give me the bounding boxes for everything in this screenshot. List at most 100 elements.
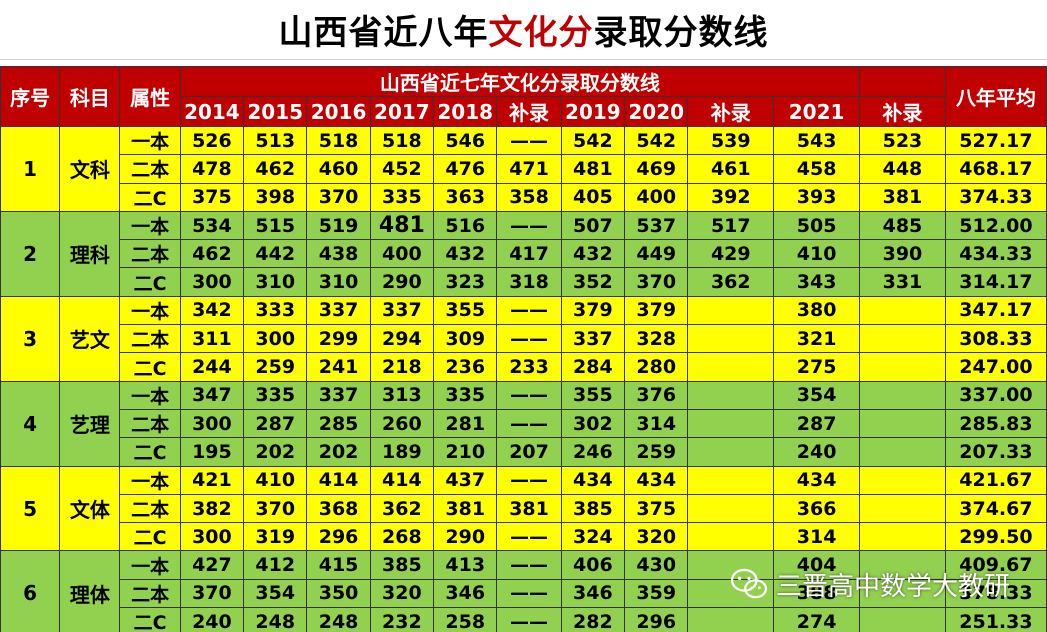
- table-row: 二本 300 287 285 260 281 —— 302 314 287 285.83: [1, 408, 1047, 439]
- score-cell: 296: [306, 522, 371, 552]
- score-cell: 362: [687, 267, 775, 297]
- score-cell: 546: [433, 125, 498, 156]
- score-cell: 331: [859, 267, 946, 297]
- score-cell: ——: [496, 607, 562, 632]
- score-cell: 210: [433, 437, 498, 467]
- table-row: 二本 382 370 368 362 381 381 385 375 366 374.67: [1, 493, 1047, 524]
- score-cell: ——: [496, 380, 562, 410]
- score-cell: ——: [496, 578, 562, 609]
- score-cell: 290: [369, 267, 435, 297]
- score-cell: 413: [433, 550, 498, 580]
- score-cell: 368: [306, 493, 371, 524]
- score-cell: 300: [179, 522, 245, 552]
- score-cell: 462: [243, 154, 308, 184]
- row-attr: 二C: [119, 267, 181, 297]
- score-cell: [859, 493, 946, 524]
- score-cell: 296: [624, 607, 689, 632]
- score-cell: 300: [179, 267, 245, 297]
- score-cell: 333: [243, 295, 308, 326]
- table-row: 二C 244 259 241 218 236 233 284 280 275 247.00: [1, 352, 1047, 382]
- row-attr: 二C: [119, 437, 181, 467]
- score-cell: 300: [179, 408, 245, 439]
- score-cell: 282: [560, 607, 626, 632]
- score-cell: 335: [243, 380, 308, 410]
- score-cell: 427: [179, 550, 245, 580]
- score-cell: [859, 408, 946, 439]
- avg-cell: 308.33: [944, 324, 1047, 354]
- avg-cell: 314.17: [944, 267, 1047, 297]
- score-cell: 376: [624, 380, 689, 410]
- header-year-2: 2016: [306, 96, 371, 127]
- score-cell: 478: [179, 154, 245, 184]
- score-cell: 313: [369, 380, 435, 410]
- score-cell: 432: [433, 239, 498, 269]
- score-cell: [859, 437, 946, 467]
- score-cell: 539: [687, 125, 775, 156]
- score-cell: ——: [496, 522, 562, 552]
- group-subject: 艺文: [59, 295, 121, 382]
- score-cell: 281: [433, 408, 498, 439]
- score-cell: 412: [243, 550, 308, 580]
- score-cell: 485: [859, 210, 946, 241]
- score-cell: 452: [369, 154, 435, 184]
- score-cell: 370: [179, 578, 245, 609]
- header-year-10: 补录: [859, 96, 946, 127]
- score-cell: 335: [433, 380, 498, 410]
- score-cell: 244: [179, 352, 245, 382]
- score-cell: [859, 295, 946, 326]
- score-cell: 358: [496, 182, 562, 212]
- row-attr: 二C: [119, 182, 181, 212]
- score-cell: 248: [243, 607, 308, 632]
- score-cell: 415: [306, 550, 371, 580]
- header-year-9: 2021: [773, 96, 861, 127]
- score-cell: 359: [624, 578, 689, 609]
- score-cell: 410: [243, 465, 308, 495]
- avg-cell: 421.67: [944, 465, 1047, 495]
- score-cell: 393: [773, 182, 861, 212]
- row-attr: 二C: [119, 607, 181, 632]
- score-cell: 314: [773, 522, 861, 552]
- score-cell: [859, 578, 946, 609]
- score-cell: 429: [687, 239, 775, 269]
- score-cell: [859, 352, 946, 382]
- score-cell: 449: [624, 239, 689, 269]
- score-cell: 379: [624, 295, 689, 326]
- header-year-7: 2020: [624, 96, 689, 127]
- score-cell: 437: [433, 465, 498, 495]
- score-cell: 462: [179, 239, 245, 269]
- group-subject: 文体: [59, 465, 121, 552]
- score-cell: 481: [369, 210, 435, 241]
- score-cell: 398: [243, 182, 308, 212]
- score-cell: 275: [773, 352, 861, 382]
- header-year-6: 2019: [560, 96, 626, 127]
- score-cell: [687, 578, 775, 609]
- score-cell: 543: [773, 125, 861, 156]
- row-attr: 一本: [119, 125, 181, 156]
- score-cell: 375: [179, 182, 245, 212]
- score-cell: ——: [496, 295, 562, 326]
- row-attr: 一本: [119, 295, 181, 326]
- score-cell: 240: [773, 437, 861, 467]
- score-cell: 347: [179, 380, 245, 410]
- score-cell: 392: [687, 182, 775, 212]
- score-cell: 430: [624, 550, 689, 580]
- score-cell: 324: [560, 522, 626, 552]
- score-cell: 287: [243, 408, 308, 439]
- score-cell: ——: [496, 210, 562, 241]
- score-cell: 355: [560, 380, 626, 410]
- row-attr: 一本: [119, 550, 181, 580]
- score-cell: 311: [179, 324, 245, 354]
- score-cell: [687, 550, 775, 580]
- title-part-1: 山西省近八年: [278, 13, 489, 53]
- score-cell: 240: [179, 607, 245, 632]
- score-cell: 241: [306, 352, 371, 382]
- score-cell: [687, 437, 775, 467]
- score-cell: 337: [306, 380, 371, 410]
- table-row: 二C 195 202 202 189 210 207 246 259 240 207.33: [1, 437, 1047, 467]
- score-cell: 363: [433, 182, 498, 212]
- score-cell: [859, 324, 946, 354]
- score-cell: 320: [624, 522, 689, 552]
- score-cell: 523: [859, 125, 946, 156]
- table-row: 二C 300 310 310 290 323 318 352 370 362 343 331 314.1…: [1, 267, 1047, 297]
- score-cell: 410: [773, 239, 861, 269]
